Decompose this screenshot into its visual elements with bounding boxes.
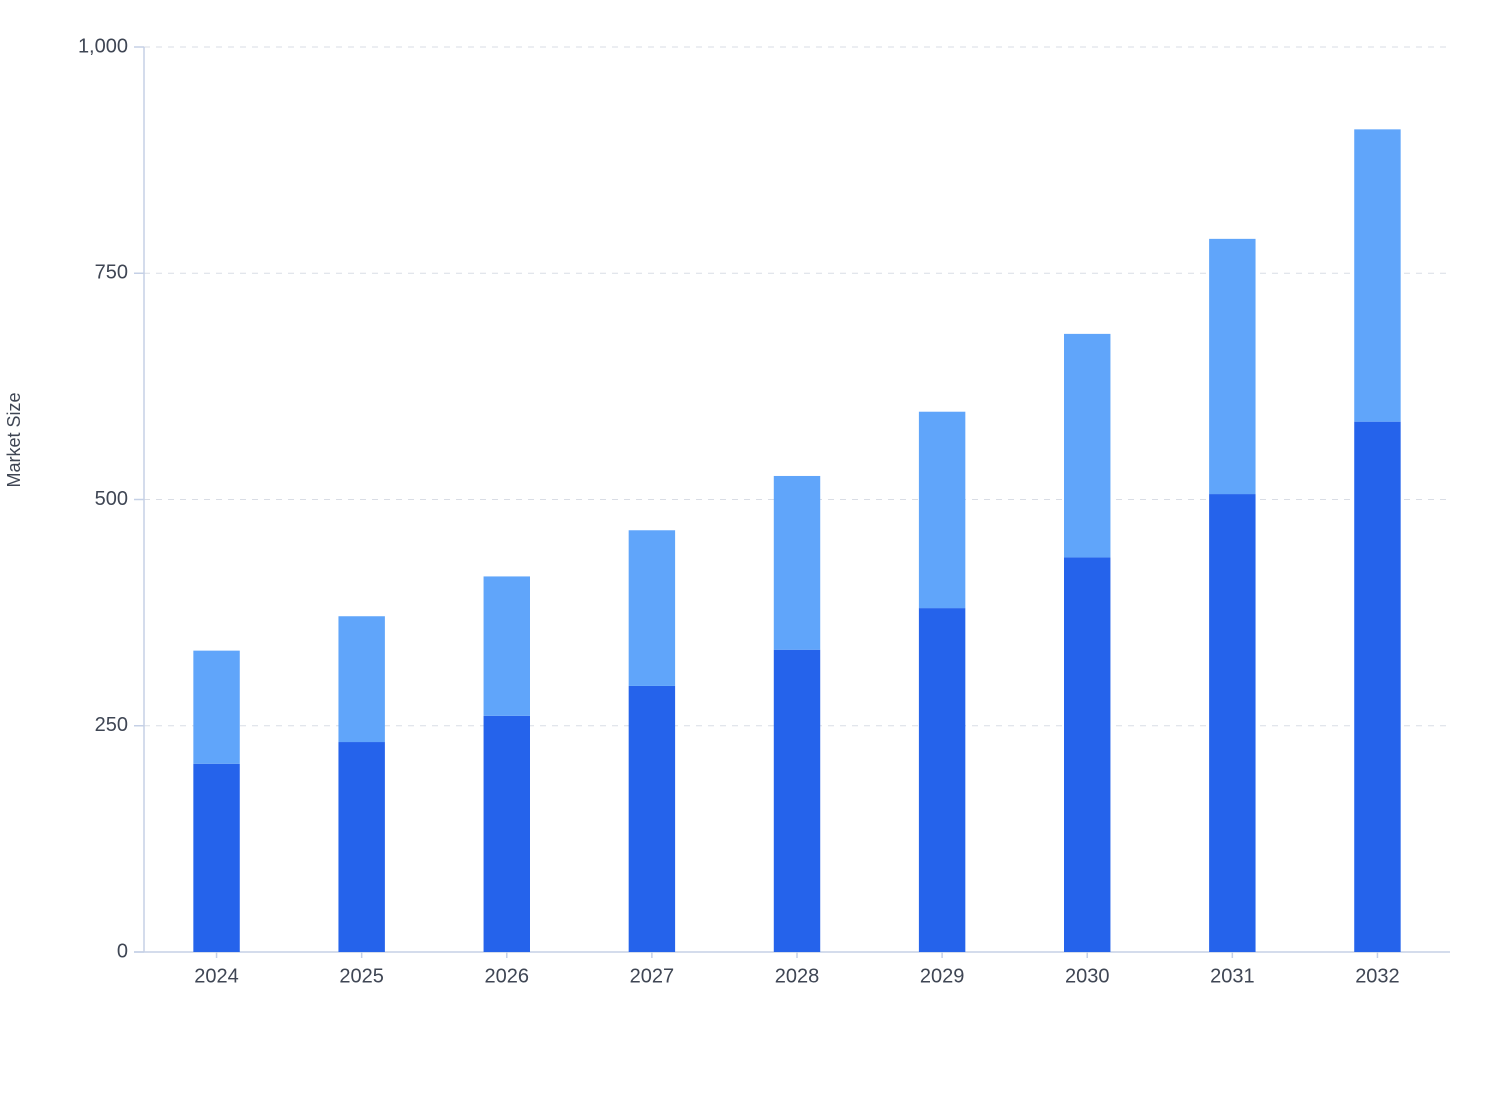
x-tick-label: 2026: [485, 965, 530, 987]
x-tick-label: 2032: [1355, 965, 1400, 987]
bar-segment: [1209, 494, 1256, 952]
bar-segment: [338, 616, 385, 743]
bar-segment: [918, 608, 966, 952]
y-tick-label: 250: [95, 714, 128, 736]
x-tick-label: 2027: [630, 965, 675, 987]
bar-segment: [193, 763, 240, 952]
x-tick-label: 2025: [339, 965, 384, 987]
bar-segment: [628, 530, 676, 686]
y-axis-label: Market Size: [4, 392, 24, 487]
x-tick-label: 2029: [920, 965, 965, 987]
y-tick-label: 0: [117, 940, 128, 962]
bar-segment: [773, 649, 821, 952]
bar-segment: [483, 576, 530, 716]
bar-segment: [483, 715, 530, 952]
bar-segment: [193, 650, 240, 764]
y-tick-label: 500: [95, 488, 128, 510]
bar-segment: [1354, 421, 1401, 952]
bar-segment: [338, 742, 385, 952]
bar-segment: [1064, 557, 1111, 952]
x-tick-label: 2024: [194, 965, 239, 987]
y-tick-label: 750: [95, 262, 128, 284]
bar-segment: [628, 685, 676, 952]
x-tick-label: 2028: [775, 965, 820, 987]
bar-segment: [1354, 129, 1401, 422]
bar-segment: [773, 475, 821, 650]
bar-segment: [918, 411, 966, 609]
bar-segment: [1064, 333, 1111, 558]
y-tick-label: 1,000: [78, 35, 128, 57]
x-tick-label: 2030: [1065, 965, 1110, 987]
x-tick-label: 2031: [1210, 965, 1255, 987]
bar-segment: [1209, 238, 1256, 495]
